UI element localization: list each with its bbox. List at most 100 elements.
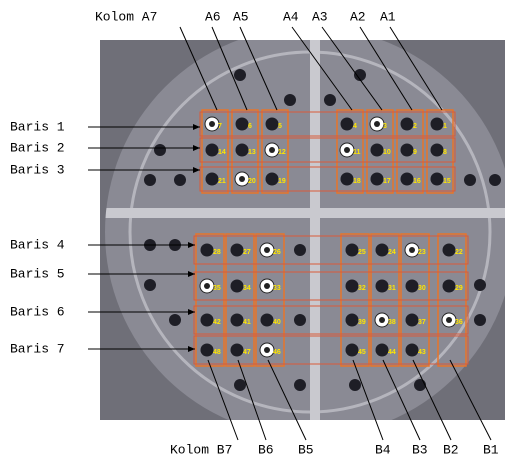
hole-number: 23	[418, 249, 426, 256]
hole-number: 35	[213, 285, 221, 292]
column-label: B4	[375, 442, 391, 457]
hole-number: 48	[213, 349, 221, 356]
annotations: Baris 1 Baris 2 Baris 3 Baris 4 Baris 5 Baris…	[10, 9, 499, 457]
hole	[370, 172, 384, 186]
hole	[405, 313, 419, 327]
hole-number: 13	[248, 149, 256, 156]
hole-number: 12	[278, 149, 286, 156]
row-box	[199, 137, 456, 163]
arrowhead	[188, 271, 195, 277]
column-box	[366, 109, 394, 194]
marker-core	[409, 247, 415, 253]
pointer	[412, 359, 452, 441]
pointer	[179, 26, 218, 111]
marker-core	[446, 317, 452, 323]
hole-number: 21	[218, 178, 226, 185]
hole	[474, 279, 486, 291]
row-label: Baris 1	[10, 119, 65, 134]
column-label: B3	[412, 442, 428, 457]
hole-number: 11	[353, 149, 361, 156]
arrowhead	[188, 309, 195, 315]
column-label: A3	[312, 9, 328, 24]
hole	[294, 244, 306, 256]
pointer	[267, 359, 307, 441]
marker-core	[264, 347, 270, 353]
hole	[234, 69, 246, 81]
arrowhead	[193, 124, 200, 130]
column-box	[231, 109, 259, 194]
hole	[144, 279, 156, 291]
row-label: Baris 5	[10, 266, 65, 281]
hole	[345, 279, 359, 293]
hole-number: 37	[418, 319, 426, 326]
marker-core	[209, 121, 215, 127]
marker-core	[239, 176, 245, 182]
column-box	[426, 109, 454, 194]
row-box	[199, 111, 456, 137]
row-box	[199, 166, 456, 192]
hole-number: 8	[443, 149, 447, 156]
hole-number: 46	[273, 349, 281, 356]
hole	[430, 117, 444, 131]
hole	[375, 343, 389, 357]
hole	[294, 314, 306, 326]
hole	[205, 143, 219, 157]
hole	[345, 313, 359, 327]
marker-core	[264, 283, 270, 289]
row-label: Baris 3	[10, 162, 65, 177]
hole-number: 4	[353, 123, 357, 130]
column-label: Kolom B7	[170, 442, 232, 457]
hole-number: 36	[455, 319, 463, 326]
hole	[200, 243, 214, 257]
hole-number: 28	[213, 249, 221, 256]
marker-core	[269, 147, 275, 153]
hole	[340, 172, 354, 186]
hole	[354, 69, 366, 81]
hole-number: 40	[273, 319, 281, 326]
column-box	[336, 109, 364, 194]
column-label: B2	[443, 442, 459, 457]
row-box	[193, 271, 469, 301]
hole	[430, 143, 444, 157]
hole-number: 45	[358, 349, 366, 356]
hole-number: 20	[248, 178, 256, 185]
column-label: B6	[258, 442, 274, 457]
hole	[375, 279, 389, 293]
column-label: A4	[283, 9, 299, 24]
hole	[230, 279, 244, 293]
hole	[234, 379, 246, 391]
hole-number: 6	[248, 123, 252, 130]
hole-number: 24	[388, 249, 396, 256]
column-box	[261, 109, 289, 194]
pointer	[382, 359, 421, 441]
hole	[144, 174, 156, 186]
marker-core	[204, 283, 210, 289]
marker-core	[264, 247, 270, 253]
hole-number: 42	[213, 319, 221, 326]
arrowhead	[193, 167, 200, 173]
hole-number: 5	[278, 123, 282, 130]
hole	[442, 243, 456, 257]
hole-number: 34	[243, 285, 251, 292]
column-box	[201, 109, 229, 194]
hole	[345, 343, 359, 357]
hole	[294, 379, 306, 391]
hole	[230, 343, 244, 357]
hole-number: 39	[358, 319, 366, 326]
hole-number: 31	[388, 285, 396, 292]
hole	[340, 117, 354, 131]
row-label: Baris 4	[10, 237, 65, 252]
hole	[400, 172, 414, 186]
column-label: A5	[233, 9, 249, 24]
hole	[230, 313, 244, 327]
hole-number: 17	[383, 178, 391, 185]
hole	[489, 174, 501, 186]
hole	[414, 379, 426, 391]
hole-number: 41	[243, 319, 251, 326]
hole-number: 15	[443, 178, 451, 185]
hole	[405, 279, 419, 293]
hole-number: 16	[413, 178, 421, 185]
hole	[349, 379, 361, 391]
